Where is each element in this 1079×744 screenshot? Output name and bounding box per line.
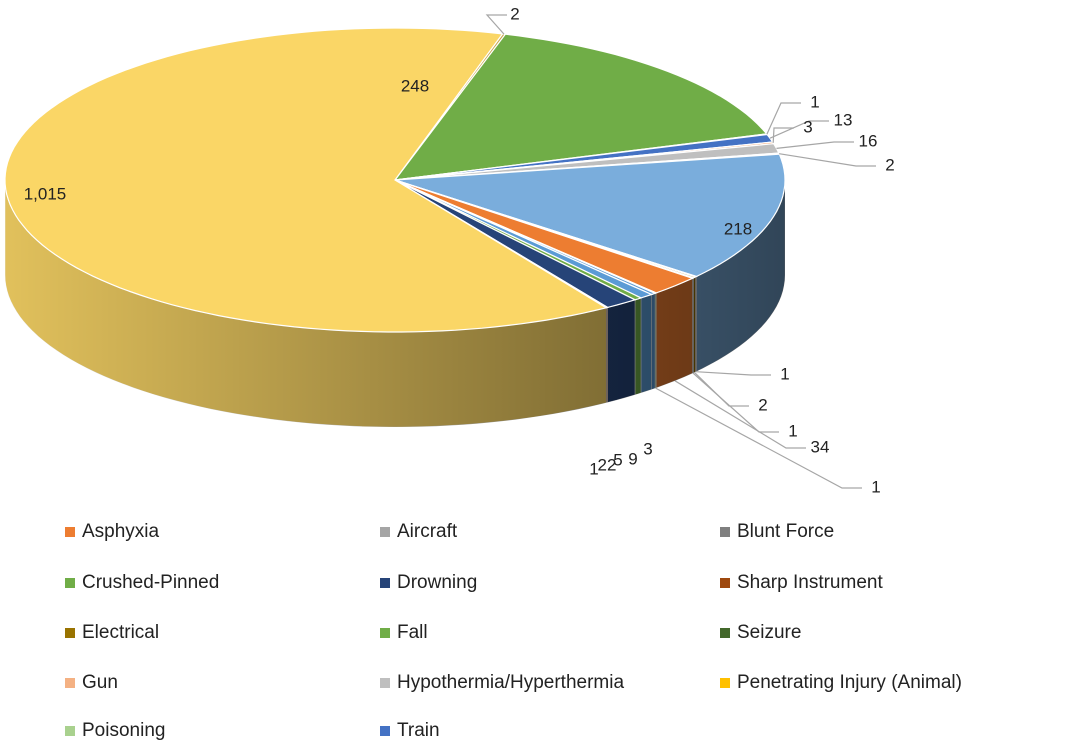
data-label: 22 (598, 455, 617, 474)
pie-wall (640, 294, 652, 394)
legend-label: Asphyxia (82, 521, 160, 542)
pie-slice (394, 153, 786, 278)
leader-line (779, 153, 876, 167)
data-label: 1 (871, 477, 880, 496)
legend-swatch (720, 527, 730, 537)
legend-label: Crushed-Pinned (82, 572, 219, 593)
data-label: 2 (885, 155, 894, 174)
legend-label: Train (397, 720, 440, 741)
pie-wall (607, 299, 636, 403)
legend-swatch (380, 678, 390, 688)
legend-label: Gun (82, 672, 118, 693)
data-label: 2 (510, 4, 519, 23)
leader-line (485, 14, 507, 35)
legend-swatch (720, 678, 730, 688)
legend-label: Seizure (737, 622, 801, 643)
legend-swatch (380, 726, 390, 736)
leader-line (769, 120, 829, 139)
leader-line (695, 371, 771, 376)
legend-swatch (65, 628, 75, 638)
data-label: 13 (834, 110, 853, 129)
data-label: 16 (859, 131, 878, 150)
legend-swatch (720, 628, 730, 638)
data-label: 1 (780, 364, 789, 383)
data-label: 34 (811, 437, 830, 456)
legend-swatch (65, 678, 75, 688)
leader-line (655, 387, 862, 489)
legend-label: Hypothermia/Hyperthermia (397, 672, 624, 693)
legend-label: Aircraft (397, 521, 458, 542)
legend-label: Poisoning (82, 720, 165, 741)
data-label: 2 (758, 395, 767, 414)
data-label: 1 (788, 421, 797, 440)
legend-label: Fall (397, 622, 428, 643)
leader-line (674, 380, 806, 449)
legend-label: Drowning (397, 572, 477, 593)
legend-label: Electrical (82, 622, 159, 643)
legend-swatch (65, 527, 75, 537)
pie-wall (634, 297, 642, 396)
leader-line (694, 371, 749, 407)
pie-wall (655, 277, 693, 389)
legend-label: Blunt Force (737, 521, 834, 542)
legend-swatch (720, 578, 730, 588)
leader-line (772, 127, 794, 143)
pie-wall (651, 292, 656, 390)
legend-label: Penetrating Injury (Animal) (737, 672, 962, 693)
data-label: 3 (643, 439, 652, 458)
data-label: 218 (724, 219, 752, 238)
data-label: 3 (803, 117, 812, 136)
data-label: 1 (810, 92, 819, 111)
leader-line (776, 141, 854, 149)
legend-label: Sharp Instrument (737, 572, 883, 593)
pie-slice (4, 27, 608, 333)
data-label: 248 (401, 76, 429, 95)
pie-slice (393, 33, 768, 181)
data-label: 1 (589, 459, 598, 478)
data-label: 5 (613, 450, 622, 469)
legend-swatch (380, 578, 390, 588)
data-label: 9 (628, 449, 637, 468)
leader-line (766, 102, 801, 135)
legend-swatch (380, 628, 390, 638)
legend-swatch (65, 578, 75, 588)
legend-swatch (65, 726, 75, 736)
data-label: 1,015 (24, 184, 67, 203)
legend-swatch (380, 527, 390, 537)
